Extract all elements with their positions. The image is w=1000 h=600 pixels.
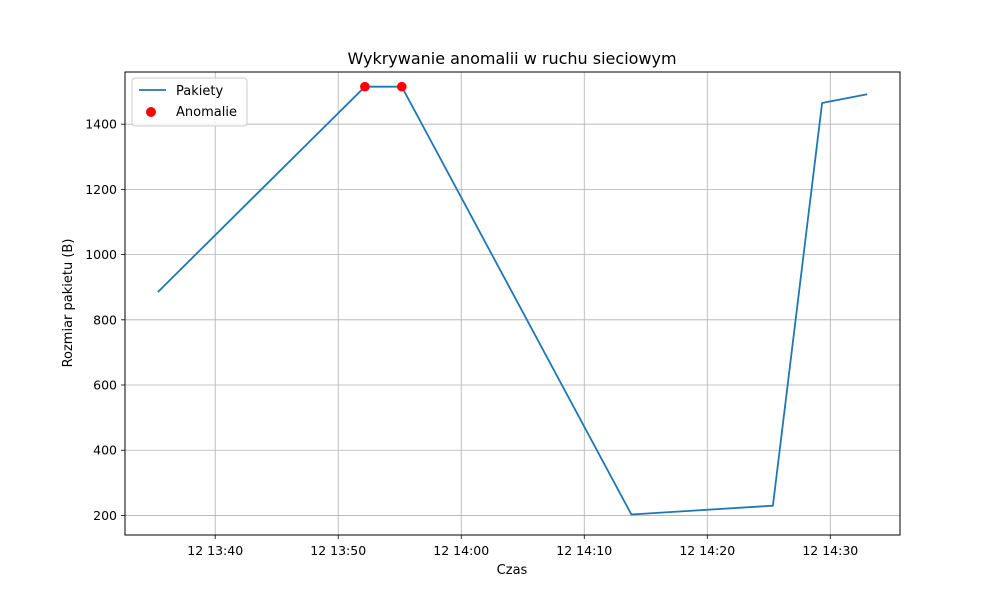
legend-label-anomalie: Anomalie: [176, 105, 237, 120]
legend-marker-swatch: [146, 107, 156, 117]
x-tick-label: 12 14:00: [433, 543, 489, 558]
anomaly-point: [360, 81, 370, 92]
y-tick-label: 800: [93, 312, 117, 327]
ticks: 12 13:40 12 13:50 12 14:00 12 14:10 12 14:20…: [85, 117, 858, 558]
x-tick-label: 12 14:10: [556, 543, 612, 558]
y-tick-label: 1000: [85, 247, 117, 262]
y-tick-label: 1200: [85, 182, 117, 197]
x-tick-label: 12 14:20: [679, 543, 735, 558]
y-axis-label: Rozmiar pakietu (B): [61, 239, 76, 368]
series-layer: [157, 81, 868, 516]
y-tick-label: 600: [93, 378, 117, 393]
anomaly-point: [396, 81, 407, 92]
x-tick-label: 12 13:50: [310, 543, 366, 558]
grid: [125, 72, 900, 535]
legend: Pakiety Anomalie: [131, 77, 248, 127]
x-axis-label: Czas: [497, 563, 528, 578]
legend-label-pakiety: Pakiety: [176, 84, 223, 99]
x-tick-label: 12 13:40: [187, 543, 243, 558]
x-tick-label: 12 14:30: [802, 543, 858, 558]
plot-frame: [124, 71, 901, 536]
y-tick-label: 400: [93, 443, 117, 458]
chart-title: Wykrywanie anomalii w ruchu sieciowym: [347, 49, 676, 68]
y-tick-label: 200: [93, 508, 117, 523]
y-tick-label: 1400: [85, 117, 117, 132]
